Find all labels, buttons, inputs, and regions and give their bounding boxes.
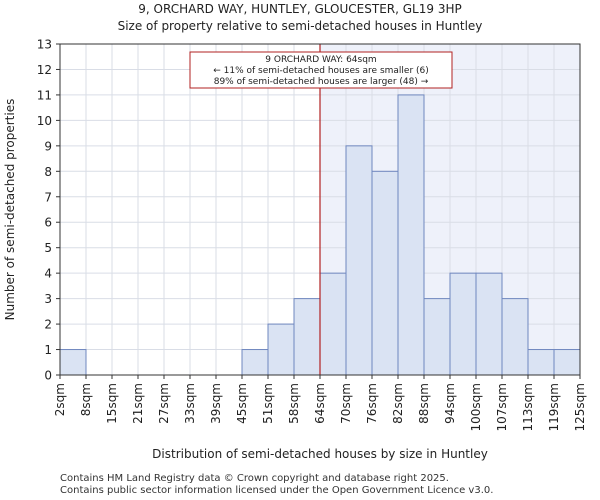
bar [319,272,347,376]
annotation-line-2: ← 11% of semi-detached houses are smalle… [213,66,429,76]
bar [59,349,87,376]
footer-licence: Contains public sector information licen… [60,485,494,496]
y-tick-label: 11 [37,88,52,102]
y-tick-label: 8 [44,165,52,179]
x-tick-label: 119sqm [547,383,561,431]
y-tick-label: 1 [44,343,52,357]
y-tick-label: 10 [37,114,52,128]
x-tick-label: 125sqm [573,383,587,431]
x-tick-label: 76sqm [365,383,379,424]
x-tick-label: 8sqm [79,383,93,416]
x-tick-label: 51sqm [261,383,275,424]
y-tick-label: 7 [44,190,52,204]
x-tick-label: 64sqm [313,383,327,424]
x-tick-label: 70sqm [339,383,353,424]
bar [397,94,425,376]
x-tick-label: 82sqm [391,383,405,424]
x-tick-label: 88sqm [417,383,431,424]
y-axis-label: Number of semi-detached properties [3,99,17,321]
y-tick-label: 13 [37,38,52,52]
bar [449,272,477,376]
chart-subtitle: Size of property relative to semi-detach… [117,19,483,33]
y-tick-label: 9 [44,139,52,153]
bar [527,349,555,376]
chart-title: 9, ORCHARD WAY, HUNTLEY, GLOUCESTER, GL1… [138,2,462,16]
bar [293,298,321,376]
bar [501,298,529,376]
x-axis-label: Distribution of semi-detached houses by … [152,447,488,461]
x-tick-label: 21sqm [131,383,145,424]
y-tick-label: 4 [44,267,52,281]
x-tick-label: 100sqm [469,383,483,431]
y-tick-label: 2 [44,318,52,332]
x-tick-label: 94sqm [443,383,457,424]
x-tick-label: 39sqm [209,383,223,424]
x-tick-label: 15sqm [105,383,119,424]
annotation-line-3: 89% of semi-detached houses are larger (… [214,77,429,87]
y-tick-label: 5 [44,241,52,255]
bar [475,272,503,376]
bar [423,298,451,376]
bar [345,145,373,376]
x-tick-label: 58sqm [287,383,301,424]
annotation-line-1: 9 ORCHARD WAY: 64sqm [265,55,376,65]
y-tick-label: 6 [44,216,52,230]
x-ticks: 2sqm 8sqm 15sqm 21sqm 27sqm 33sqm 39sqm 45sqm 51… [53,375,587,431]
y-tick-label: 0 [44,369,52,383]
annotation-box: 9 ORCHARD WAY: 64sqm ← 11% of semi-detac… [189,51,453,89]
x-tick-label: 107sqm [495,383,509,431]
footer-copyright: Contains HM Land Registry data © Crown c… [60,473,449,484]
bar [267,323,295,376]
bar [371,170,399,376]
x-tick-label: 45sqm [235,383,249,424]
x-tick-label: 113sqm [521,383,535,431]
x-tick-label: 27sqm [157,383,171,424]
x-tick-label: 33sqm [183,383,197,424]
y-tick-label: 3 [44,292,52,306]
bars [59,94,581,376]
bar [553,349,581,376]
bar [241,349,269,376]
x-tick-label: 2sqm [53,383,67,416]
y-tick-label: 12 [37,63,52,77]
annotation-frame [189,51,453,89]
